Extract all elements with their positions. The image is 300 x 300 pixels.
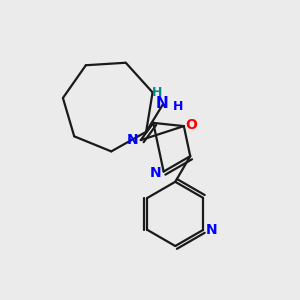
Text: N: N (206, 223, 217, 237)
Text: O: O (185, 118, 197, 132)
Text: N: N (156, 96, 169, 111)
Text: H: H (173, 100, 183, 113)
Text: N: N (127, 133, 139, 147)
Text: N: N (150, 166, 162, 180)
Text: H: H (152, 86, 162, 99)
